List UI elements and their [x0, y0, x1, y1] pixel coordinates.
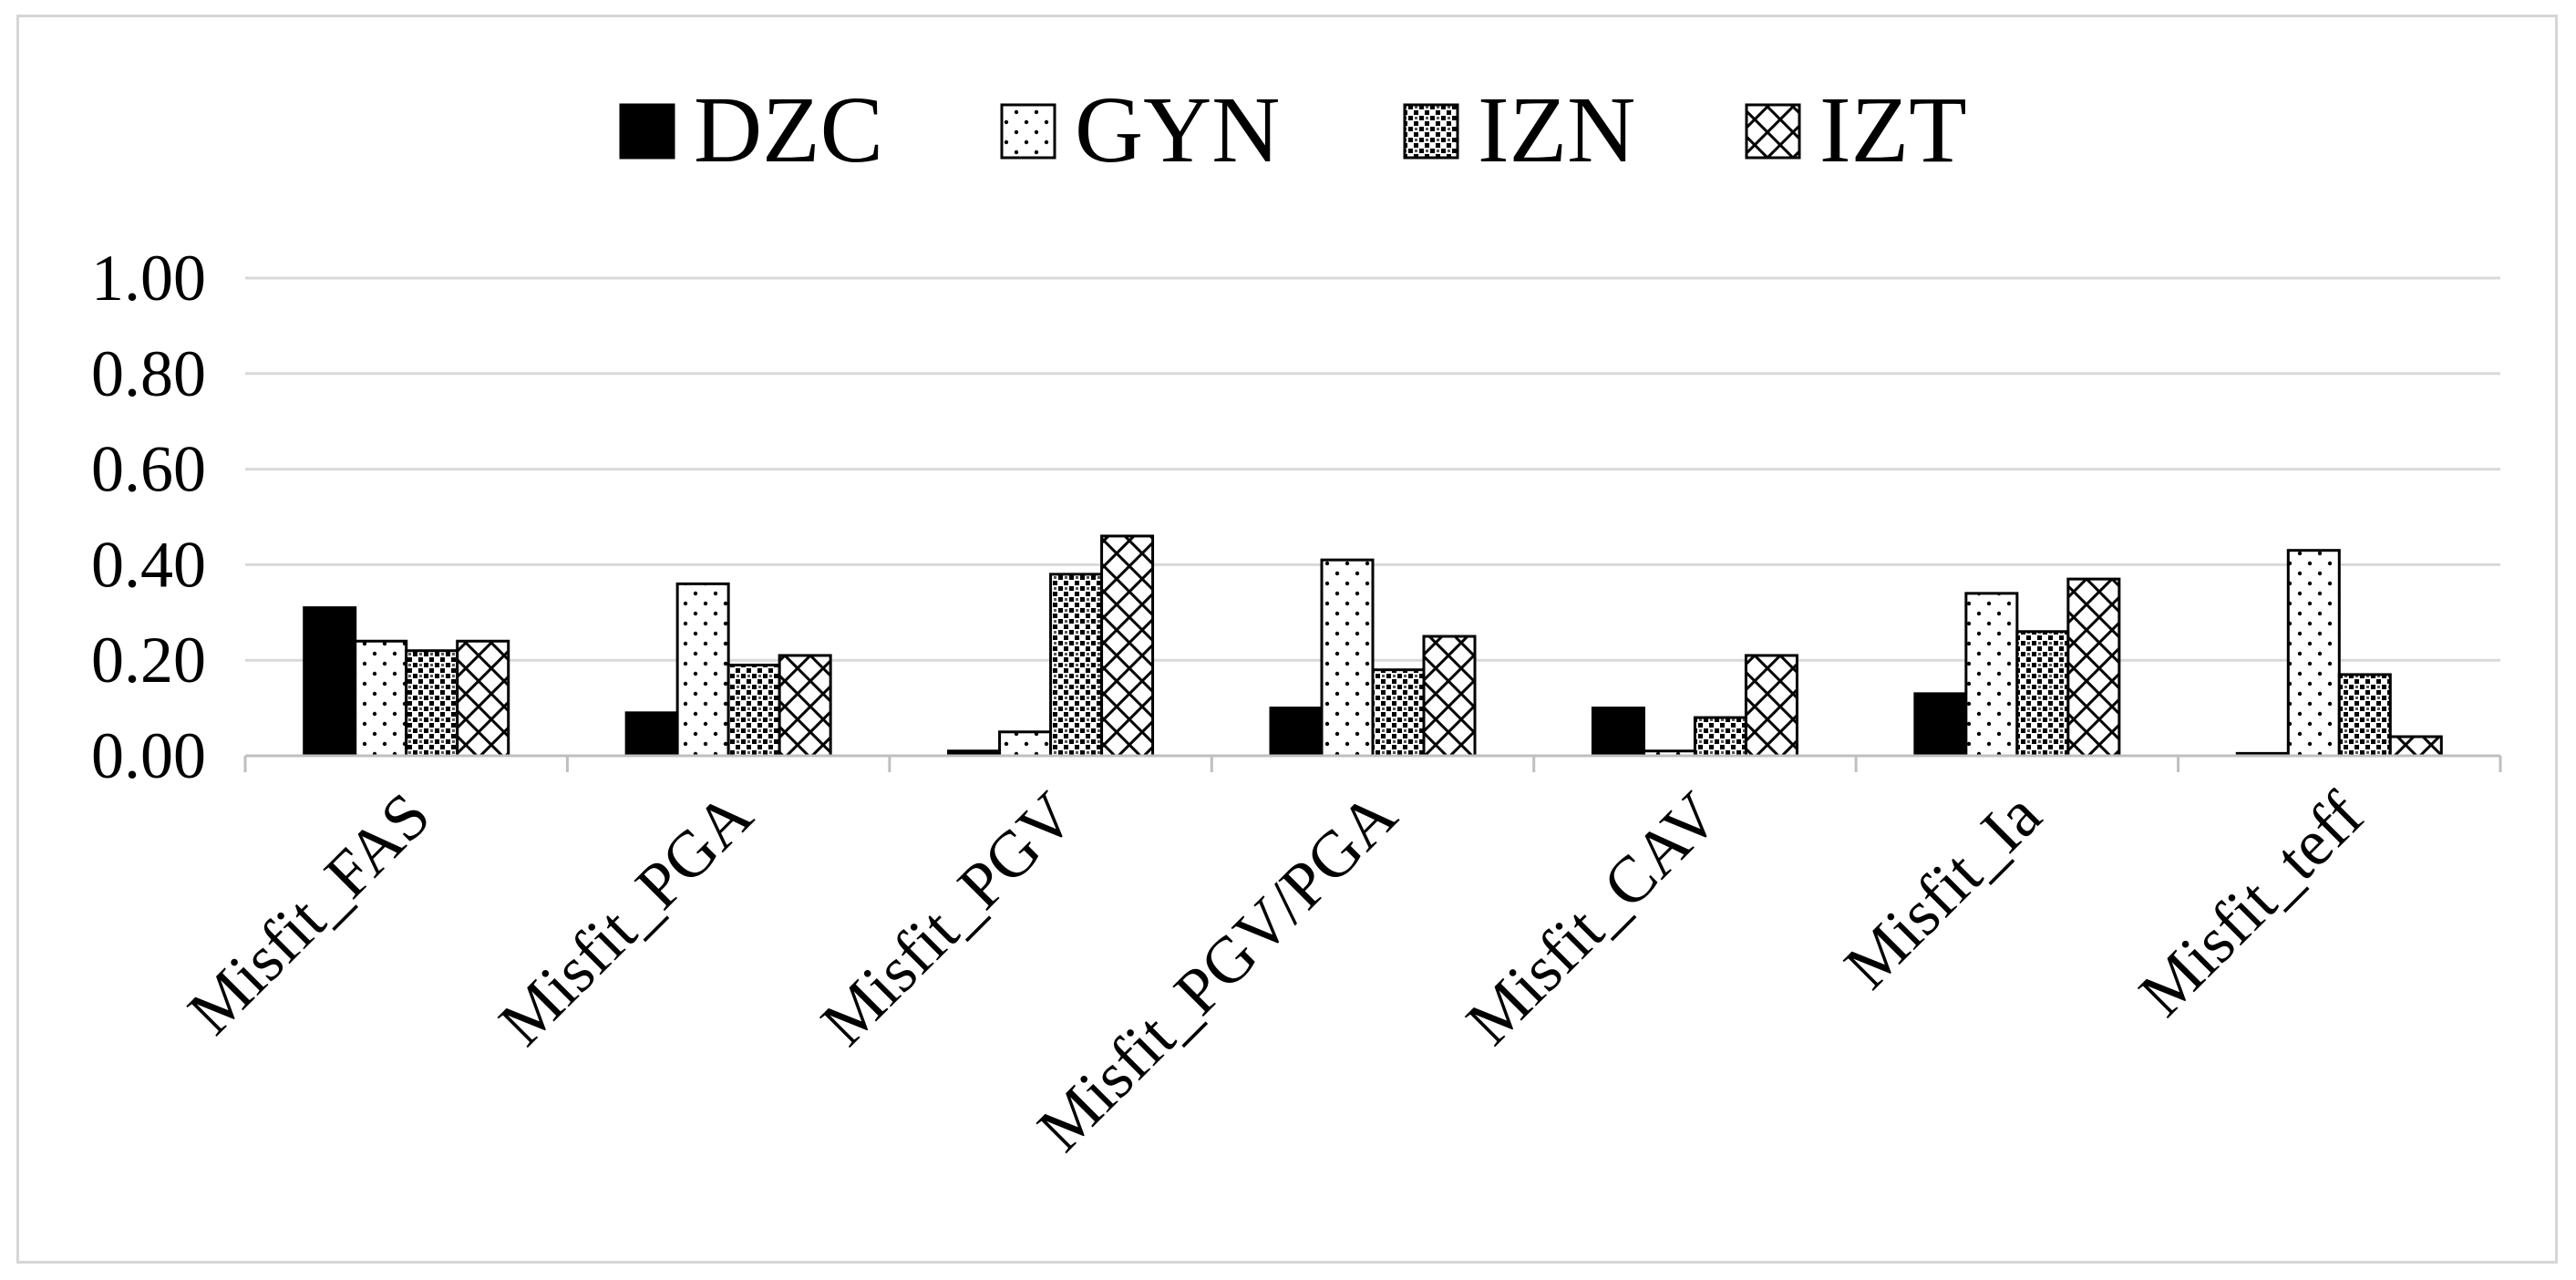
bar-izn — [1693, 716, 1747, 758]
bar-gyn — [2286, 549, 2341, 758]
y-tick-label: 0.20 — [91, 624, 206, 697]
bar-gyn — [354, 639, 408, 758]
x-category-label: Misfit_CAV — [1452, 779, 1732, 1058]
bar-gyn — [675, 582, 730, 758]
bar-izt — [778, 654, 832, 758]
bar-dzc — [624, 711, 679, 758]
bar-dzc — [1269, 707, 1324, 758]
y-tick-label: 0.00 — [91, 719, 206, 792]
bar-series — [303, 534, 2443, 758]
bar-dzc — [303, 606, 357, 758]
legend-label-izt: IZT — [1819, 77, 1967, 182]
y-axis: 0.00 0.20 0.40 0.60 0.80 1.00 — [91, 242, 206, 792]
legend: DZC GYN IZN IZT — [619, 77, 1967, 182]
bar-izn — [2337, 673, 2392, 758]
y-tick-label: 1.00 — [91, 242, 206, 315]
bar-izt — [2066, 577, 2121, 758]
bar-izn — [405, 649, 459, 758]
x-category-label: Misfit_teff — [2125, 779, 2376, 1030]
x-axis: Misfit_FAS Misfit_PGA Misfit_PGVMisfit_PGV… — [174, 754, 2502, 1165]
legend-swatch-dzc — [619, 103, 675, 160]
legend-label-izn: IZN — [1478, 77, 1635, 182]
legend-label-dzc: DZC — [694, 77, 883, 182]
bar-dzc — [1913, 692, 1968, 758]
bar-izn — [2015, 630, 2070, 758]
y-tick-label: 0.80 — [91, 337, 206, 410]
legend-label-gyn: GYN — [1075, 77, 1280, 182]
gridlines — [245, 276, 2500, 662]
legend-swatch-izt — [1745, 103, 1801, 160]
x-category-label: Misfit_Ia — [1830, 779, 2055, 1003]
bar-izn — [1049, 573, 1104, 758]
bar-izn — [726, 663, 781, 758]
legend-swatch-gyn — [1000, 103, 1056, 160]
y-tick-label: 0.40 — [91, 528, 206, 601]
bar-izt — [1744, 654, 1798, 758]
bar-chart: 0.000.200.400.600.801.00 Misfit_FAS Misfi… — [91, 77, 2502, 1165]
bar-gyn — [1964, 592, 2019, 758]
bar-gyn — [998, 730, 1053, 758]
bar-izt — [2388, 735, 2443, 758]
y-tick-label: 0.60 — [91, 433, 206, 506]
bar-izn — [1371, 668, 1426, 758]
bar-izt — [456, 639, 510, 758]
bar-dzc — [1591, 707, 1645, 758]
bar-izt — [1100, 534, 1155, 758]
bar-gyn — [1320, 558, 1375, 758]
legend-swatch-izn — [1403, 103, 1459, 160]
x-category-label: Misfit_PGA — [485, 779, 766, 1059]
bar-izt — [1422, 635, 1477, 758]
x-category-label: Misfit_FAS — [174, 779, 444, 1048]
chart-frame: 0.00 0.20 0.40 0.60 0.80 1.00 Misfit_FAS Misfi… — [16, 15, 2558, 1264]
x-category-label: Misfit_PGV — [808, 779, 1088, 1059]
